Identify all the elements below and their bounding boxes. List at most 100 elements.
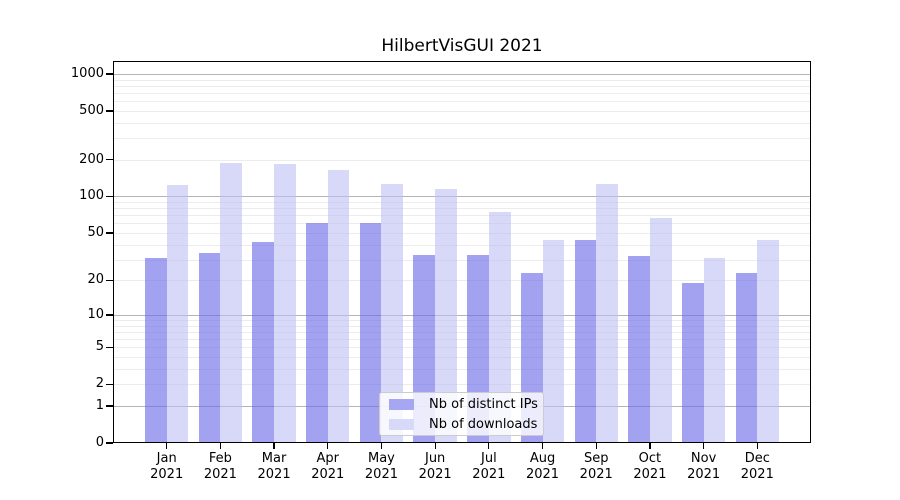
legend-label-downloads: Nb of downloads (429, 416, 538, 432)
bar-downloads-may (381, 184, 404, 443)
gridline-minor-60 (113, 223, 811, 225)
x-tick-aug (541, 443, 544, 449)
legend-label-distinct-ips: Nb of distinct IPs (429, 396, 538, 412)
bar-downloads-aug (542, 239, 565, 443)
x-tick-label-oct: Oct 2021 (620, 451, 680, 482)
gridline-minor-9 (113, 320, 811, 321)
x-tick-label-month-jan: Jan (156, 451, 177, 466)
bar-downloads-mar (274, 163, 296, 443)
gridline-minor-800 (113, 85, 811, 87)
x-tick-label-may: May 2021 (351, 451, 411, 482)
y-tick-label-0: 0 (95, 435, 104, 450)
x-tick-label-jul: Jul 2021 (459, 451, 519, 482)
x-tick-label-month-may: May (368, 451, 395, 466)
y-tick-10 (106, 314, 113, 316)
y-tick-500 (106, 110, 113, 112)
x-tick-label-apr: Apr 2021 (298, 451, 358, 482)
y-tick-20 (106, 279, 113, 281)
gridline-major-100 (113, 196, 811, 198)
gridline-minor-70 (113, 215, 811, 217)
x-tick-label-year-aug: 2021 (525, 466, 560, 482)
x-tick-label-jan: Jan 2021 (137, 451, 197, 482)
x-tick-jun (434, 443, 436, 449)
bar-distinct-ips-mar (252, 242, 275, 443)
legend-entry-distinct-ips: Nb of distinct IPs (389, 397, 538, 412)
gridline-minor-30 (113, 259, 811, 261)
gridline-minor-40 (113, 244, 811, 246)
x-tick-label-month-aug: Aug (529, 451, 556, 466)
legend: Nb of distinct IPs Nb of downloads (379, 392, 544, 436)
y-tick-label-20: 20 (87, 272, 104, 288)
y-tick-1000 (106, 73, 113, 75)
gridline-minor-2 (113, 384, 811, 386)
gridline-minor-50 (113, 232, 811, 234)
y-tick-label-1000: 1000 (70, 65, 104, 81)
x-tick-label-month-mar: Mar (261, 451, 287, 466)
bar-distinct-ips-apr (306, 223, 328, 443)
x-tick-dec (756, 443, 758, 449)
bar-distinct-ips-nov (681, 282, 704, 443)
bar-distinct-ips-may (359, 223, 382, 443)
bar-distinct-ips-jan (144, 257, 167, 443)
gridline-minor-8 (113, 325, 811, 327)
y-tick-label-2: 2 (95, 376, 104, 392)
x-tick-label-nov: Nov 2021 (674, 451, 734, 482)
x-tick-label-month-oct: Oct (638, 451, 662, 466)
x-tick-label-year-sep: 2021 (579, 466, 613, 482)
x-tick-label-year-apr: 2021 (311, 466, 345, 482)
y-tick-2 (106, 383, 113, 385)
x-tick-label-year-jul: 2021 (472, 466, 506, 482)
y-tick-label-100: 100 (79, 188, 104, 204)
gridline-minor-500 (113, 110, 811, 112)
x-tick-jan (166, 443, 168, 449)
x-tick-label-aug: Aug 2021 (513, 451, 573, 482)
y-tick-5 (106, 346, 113, 348)
x-tick-label-month-feb: Feb (208, 451, 232, 466)
gridline-minor-7 (113, 331, 811, 333)
gridline-minor-200 (113, 159, 811, 161)
x-tick-mar (273, 443, 275, 449)
bar-downloads-sep (596, 184, 618, 443)
x-tick-may (380, 443, 383, 449)
x-tick-label-month-jul: Jul (481, 451, 497, 466)
x-tick-label-dec: Dec 2021 (727, 451, 787, 482)
x-tick-label-year-jun: 2021 (418, 466, 452, 482)
y-tick-100 (106, 195, 113, 198)
x-tick-label-year-oct: 2021 (633, 466, 667, 482)
x-tick-label-year-jan: 2021 (150, 466, 184, 482)
x-tick-label-sep: Sep 2021 (566, 451, 626, 482)
gridline-major-10 (113, 314, 811, 316)
x-tick-oct (649, 443, 651, 449)
y-tick-label-50: 50 (87, 224, 104, 240)
gridline-minor-80 (113, 208, 811, 210)
x-tick-label-year-mar: 2021 (257, 466, 291, 482)
gridline-minor-600 (113, 101, 811, 103)
x-tick-sep (595, 443, 597, 449)
x-tick-label-month-jun: Jun (424, 451, 446, 466)
bar-downloads-jan (166, 184, 189, 443)
legend-swatch-downloads (389, 418, 414, 430)
bar-downloads-feb (220, 162, 243, 443)
x-tick-label-month-dec: Dec (744, 451, 770, 466)
x-tick-label-mar: Mar 2021 (244, 451, 304, 482)
x-tick-feb (219, 443, 222, 449)
y-tick-1 (106, 405, 113, 407)
y-tick-50 (106, 232, 113, 234)
gridline-minor-700 (113, 92, 811, 94)
gridline-minor-6 (113, 339, 811, 341)
bar-downloads-dec (757, 239, 779, 443)
x-tick-apr (327, 443, 329, 449)
bar-downloads-jun (435, 189, 457, 443)
y-tick-label-500: 500 (79, 102, 104, 118)
x-tick-label-year-feb: 2021 (203, 466, 237, 482)
gridline-minor-90 (113, 202, 811, 204)
bar-distinct-ips-oct (628, 256, 650, 443)
x-tick-label-year-dec: 2021 (740, 466, 774, 482)
x-tick-label-month-nov: Nov (690, 451, 717, 466)
legend-entry-downloads: Nb of downloads (389, 416, 538, 432)
bar-downloads-jul (488, 211, 511, 443)
bar-downloads-oct (649, 217, 672, 443)
y-tick-200 (106, 159, 113, 161)
bar-downloads-apr (327, 169, 350, 443)
